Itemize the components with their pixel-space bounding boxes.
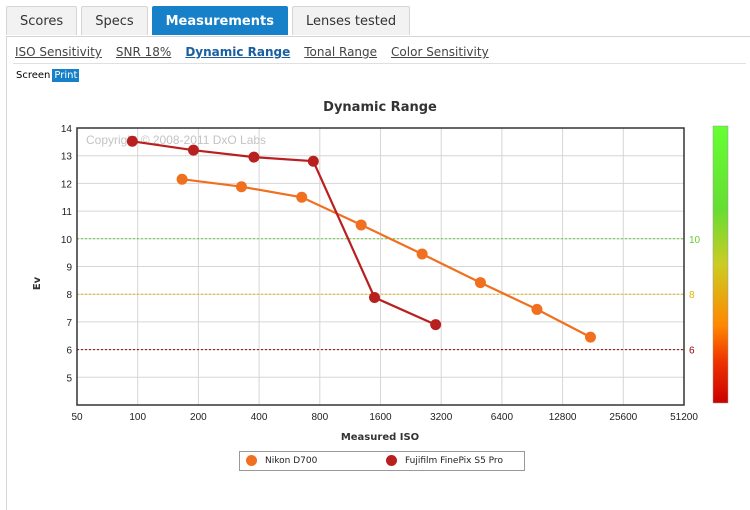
y-tick-label: 10 — [61, 235, 73, 246]
legend-item-nikon[interactable]: Nikon D700 — [246, 455, 317, 466]
y-tick-label: 8 — [66, 290, 72, 301]
data-point — [416, 248, 428, 260]
tab-measurements[interactable]: Measurements — [151, 6, 288, 35]
legend-item-fujifilm[interactable]: Fujifilm FinePix S5 Pro — [386, 455, 503, 466]
data-point — [235, 181, 247, 193]
legend-swatch-fujifilm — [386, 455, 397, 466]
subnav-snr-18[interactable]: SNR 18% — [115, 45, 172, 59]
series-line-0 — [181, 178, 592, 339]
x-tick-label: 100 — [129, 412, 146, 423]
view-toggle: Screen Print — [14, 69, 80, 82]
series-line-1 — [132, 140, 437, 326]
data-point — [307, 155, 319, 167]
data-point — [126, 135, 138, 147]
y-tick-label: 14 — [61, 124, 73, 135]
data-point — [531, 303, 543, 315]
y-axis-label: Ev — [32, 276, 44, 291]
legend-label-fujifilm: Fujifilm FinePix S5 Pro — [405, 455, 503, 466]
x-axis-label: Measured ISO — [340, 432, 420, 443]
chart-legend: Nikon D700 Fujifilm FinePix S5 Pro — [239, 451, 525, 471]
subnav-tonal-range[interactable]: Tonal Range — [304, 45, 378, 59]
y-tick-label: 7 — [66, 318, 72, 329]
screen-view-button[interactable]: Screen — [16, 70, 51, 81]
copyright-watermark: Copyright © 2008-2011 DxO Labs — [86, 133, 266, 147]
content-frame — [6, 36, 750, 510]
data-point — [368, 292, 380, 304]
tab-scores[interactable]: Scores — [6, 6, 78, 35]
subnav-divider — [13, 63, 746, 64]
tab-specs[interactable]: Specs — [81, 6, 148, 35]
data-point — [474, 277, 486, 289]
subnav-dynamic-range[interactable]: Dynamic Range — [185, 45, 291, 59]
x-tick-label: 25600 — [609, 412, 637, 423]
data-point — [187, 144, 199, 156]
x-tick-label: 1600 — [369, 412, 392, 423]
print-view-button[interactable]: Print — [52, 69, 80, 82]
reference-label-10: 10 — [689, 235, 701, 246]
y-tick-label: 9 — [66, 263, 72, 274]
chart-title: Dynamic Range — [323, 100, 437, 115]
y-tick-label: 13 — [61, 152, 73, 163]
data-point — [584, 331, 596, 343]
measurement-subnav: ISO Sensitivity SNR 18% Dynamic Range To… — [15, 45, 489, 59]
data-point — [248, 151, 260, 163]
ev-color-scale-bar — [712, 125, 729, 404]
y-tick-label: 6 — [66, 346, 72, 357]
reference-label-6: 6 — [689, 346, 695, 357]
subnav-color-sensitivity[interactable]: Color Sensitivity — [391, 45, 489, 59]
tab-divider — [6, 36, 750, 37]
x-tick-label: 12800 — [549, 412, 577, 423]
data-point — [296, 191, 308, 203]
reference-label-8: 8 — [689, 290, 695, 301]
data-point — [430, 319, 442, 331]
data-point — [355, 219, 367, 231]
x-tick-label: 3200 — [430, 412, 453, 423]
subnav-iso-sensitivity[interactable]: ISO Sensitivity — [15, 45, 102, 59]
x-tick-label: 50 — [71, 412, 83, 423]
y-tick-label: 11 — [62, 207, 73, 218]
plot-area-border — [76, 127, 685, 406]
x-tick-label: 800 — [311, 412, 328, 423]
x-tick-label: 6400 — [491, 412, 514, 423]
tab-bar: Scores Specs Measurements Lenses tested — [6, 6, 411, 36]
x-tick-label: 51200 — [670, 412, 698, 423]
y-tick-label: 12 — [61, 179, 73, 190]
legend-label-nikon: Nikon D700 — [265, 455, 318, 466]
data-point — [176, 173, 188, 185]
x-tick-label: 400 — [251, 412, 268, 423]
legend-swatch-nikon — [246, 455, 257, 466]
y-tick-label: 5 — [66, 373, 72, 384]
x-tick-label: 200 — [190, 412, 207, 423]
tab-lenses-tested[interactable]: Lenses tested — [291, 6, 411, 35]
